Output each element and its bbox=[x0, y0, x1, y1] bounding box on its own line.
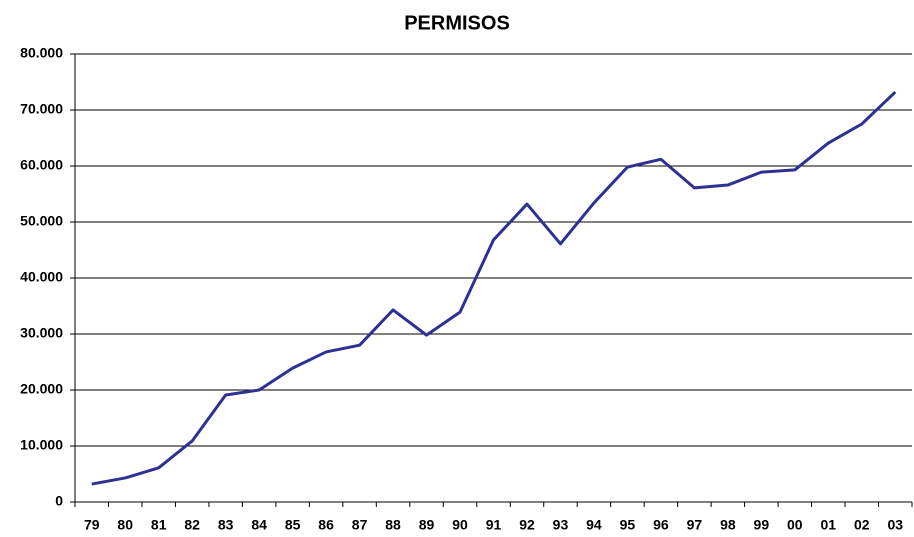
x-tick-label: 95 bbox=[620, 517, 636, 533]
x-tick-label: 02 bbox=[854, 517, 870, 533]
x-tick-label: 03 bbox=[887, 517, 903, 533]
x-tick-label: 81 bbox=[151, 517, 167, 533]
x-tick-label: 98 bbox=[720, 517, 736, 533]
x-tick-label: 94 bbox=[586, 517, 602, 533]
x-tick-label: 99 bbox=[754, 517, 770, 533]
y-tick-label: 50.000 bbox=[20, 213, 63, 229]
y-tick-label: 70.000 bbox=[20, 101, 63, 117]
x-tick-label: 00 bbox=[787, 517, 803, 533]
x-tick-label: 82 bbox=[184, 517, 200, 533]
y-tick-label: 80.000 bbox=[20, 45, 63, 61]
y-tick-label: 20.000 bbox=[20, 381, 63, 397]
x-tick-label: 89 bbox=[419, 517, 435, 533]
x-tick-label: 85 bbox=[285, 517, 301, 533]
x-tick-label: 93 bbox=[553, 517, 569, 533]
chart-title: PERMISOS bbox=[404, 12, 510, 34]
x-tick-label: 88 bbox=[385, 517, 401, 533]
x-tick-label: 86 bbox=[318, 517, 334, 533]
x-tick-label: 83 bbox=[218, 517, 234, 533]
x-tick-label: 96 bbox=[653, 517, 669, 533]
x-tick-label: 84 bbox=[251, 517, 267, 533]
y-tick-label: 60.000 bbox=[20, 157, 63, 173]
y-tick-label: 10.000 bbox=[20, 437, 63, 453]
y-tick-label: 0 bbox=[55, 493, 63, 509]
x-tick-label: 92 bbox=[519, 517, 535, 533]
x-tick-label: 91 bbox=[486, 517, 502, 533]
y-tick-label: 40.000 bbox=[20, 269, 63, 285]
data-line bbox=[91, 90, 897, 486]
y-tick-label: 30.000 bbox=[20, 325, 63, 341]
x-tick-label: 80 bbox=[117, 517, 133, 533]
x-tick-label: 79 bbox=[84, 517, 100, 533]
x-tick-label: 87 bbox=[352, 517, 368, 533]
x-tick-label: 97 bbox=[687, 517, 703, 533]
x-tick-label: 90 bbox=[452, 517, 468, 533]
x-tick-label: 01 bbox=[821, 517, 837, 533]
